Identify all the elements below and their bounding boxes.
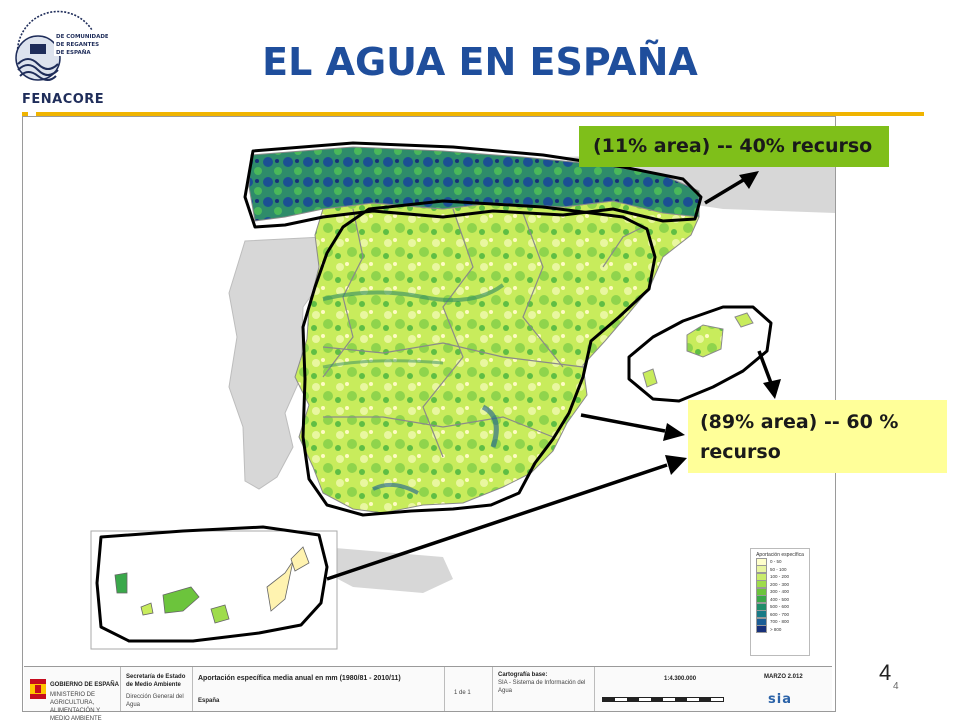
legend-rows: 0 - 50 50 - 100 100 - 200 200 - 300 300 - 40…	[751, 557, 809, 634]
fenacore-logo: DE COMUNIDADES DE REGANTES DE ESPAÑA FEN…	[8, 8, 113, 107]
footer-date: MARZO 2.012	[764, 674, 803, 680]
svg-text:DE ESPAÑA: DE ESPAÑA	[56, 49, 91, 56]
footer-scale-bar	[602, 697, 724, 702]
legend-label: 700 - 800	[770, 619, 790, 625]
footer-sheet: 1 de 1	[454, 690, 471, 696]
footer-area: España	[198, 698, 220, 704]
fenacore-emblem-icon: DE COMUNIDADES DE REGANTES DE ESPAÑA	[15, 10, 113, 81]
north-area-callout: (11% area) -- 40% recurso	[579, 126, 889, 167]
map-legend: Aportación específica 0 - 50 50 - 100 100 …	[750, 548, 810, 656]
footer-separator	[492, 667, 493, 711]
legend-item: > 800	[756, 625, 809, 634]
footer-separator	[192, 667, 193, 711]
legend-label: 300 - 400	[770, 589, 790, 595]
legend-label: 100 - 200	[770, 574, 790, 580]
fenacore-wordmark: FENACORE	[22, 92, 105, 107]
spain-coat-of-arms-icon	[30, 679, 46, 699]
map-footer: GOBIERNO DE ESPAÑA MINISTERIO DE AGRICUL…	[24, 666, 832, 722]
legend-label: 50 - 100	[770, 566, 787, 572]
legend-label: > 800	[770, 626, 782, 632]
svg-text:DE REGANTES: DE REGANTES	[56, 42, 99, 48]
footer-map-title: Aportación específica media anual en mm …	[198, 675, 401, 682]
sia-logo: sia	[768, 692, 792, 707]
footer-ministry-2: Dirección General del Agua	[126, 694, 184, 708]
legend-title: Aportación específica	[756, 552, 804, 558]
legend-label: 400 - 500	[770, 596, 790, 602]
footer-ministry-1: Secretaría de Estado de Medio Ambiente	[126, 674, 186, 688]
legend-label: 500 - 600	[770, 604, 790, 610]
south-area-callout: (89% area) -- 60 % recurso	[688, 400, 947, 473]
footer-separator	[444, 667, 445, 711]
page-number: 4	[879, 660, 892, 685]
footer-source-title: Cartografía base:	[498, 672, 548, 678]
slide-title: EL AGUA EN ESPAÑA	[262, 40, 698, 84]
legend-swatch	[756, 625, 767, 634]
title-rule	[36, 112, 924, 116]
footer-gov: GOBIERNO DE ESPAÑA	[50, 682, 119, 688]
footer-separator	[120, 667, 121, 711]
footer-ministry-name: MINISTERIO DE AGRICULTURA, ALIMENTACIÓN …	[50, 692, 102, 722]
footer-source: SIA - Sistema de Información del Agua	[498, 680, 586, 694]
south-callout-line-2: recurso	[700, 441, 781, 463]
south-callout-line-1: (89% area) -- 60 %	[700, 411, 899, 433]
title-rule-stub	[22, 112, 28, 116]
legend-label: 200 - 300	[770, 581, 790, 587]
page-number-small: 4	[893, 681, 899, 692]
legend-label: 0 - 50	[770, 559, 782, 565]
legend-label: 600 - 700	[770, 611, 790, 617]
svg-text:DE COMUNIDADES: DE COMUNIDADES	[56, 34, 108, 40]
footer-scale: 1:4.300.000	[664, 676, 697, 682]
footer-separator	[594, 667, 595, 711]
